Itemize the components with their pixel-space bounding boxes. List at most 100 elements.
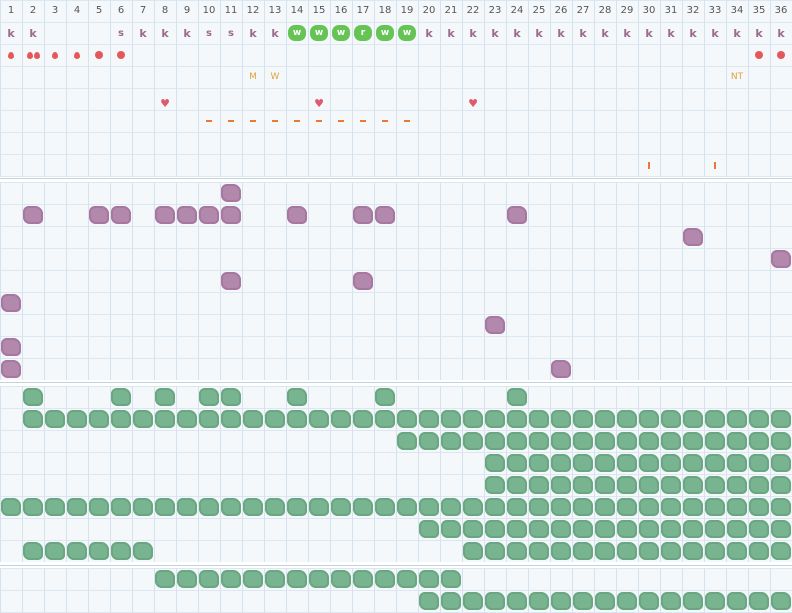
drop-mark[interactable] (44, 44, 66, 66)
mark-k[interactable]: k (139, 26, 147, 40)
badge-w[interactable]: w (330, 22, 352, 44)
green-blob[interactable] (726, 590, 748, 612)
green-blob[interactable] (638, 590, 660, 612)
mark-k[interactable]: k (777, 26, 785, 40)
mark-k[interactable]: k (645, 26, 653, 40)
dash-mark[interactable] (352, 110, 374, 132)
green-blob[interactable] (418, 518, 440, 540)
dot-mark[interactable] (88, 44, 110, 66)
green-blob[interactable] (330, 496, 352, 518)
green-blob[interactable] (264, 408, 286, 430)
green-blob[interactable] (418, 496, 440, 518)
green-blob[interactable] (638, 408, 660, 430)
mark-k[interactable]: k (689, 26, 697, 40)
green-blob[interactable] (418, 408, 440, 430)
green-blob[interactable] (528, 590, 550, 612)
green-blob[interactable] (506, 474, 528, 496)
green-blob[interactable] (770, 518, 792, 540)
green-blob[interactable] (726, 430, 748, 452)
purple-blob[interactable] (286, 204, 308, 226)
green-blob[interactable] (220, 496, 242, 518)
green-blob[interactable] (220, 408, 242, 430)
green-blob[interactable] (484, 408, 506, 430)
green-blob[interactable] (132, 496, 154, 518)
purple-blob[interactable] (22, 204, 44, 226)
purple-blob[interactable] (352, 270, 374, 292)
green-blob[interactable] (550, 408, 572, 430)
green-blob[interactable] (572, 540, 594, 562)
green-blob[interactable] (726, 540, 748, 562)
green-blob[interactable] (616, 590, 638, 612)
purple-blob[interactable] (88, 204, 110, 226)
green-blob[interactable] (44, 540, 66, 562)
green-blob[interactable] (550, 496, 572, 518)
green-blob[interactable] (704, 496, 726, 518)
green-blob[interactable] (484, 540, 506, 562)
tick-mark[interactable] (638, 154, 660, 176)
purple-blob[interactable] (154, 204, 176, 226)
green-blob[interactable] (638, 452, 660, 474)
mark-k[interactable]: k (183, 26, 191, 40)
green-blob[interactable] (528, 452, 550, 474)
green-blob[interactable] (462, 496, 484, 518)
green-blob[interactable] (22, 386, 44, 408)
green-blob[interactable] (176, 496, 198, 518)
green-blob[interactable] (770, 496, 792, 518)
green-blob[interactable] (726, 408, 748, 430)
dot-mark[interactable] (748, 44, 770, 66)
green-blob[interactable] (682, 452, 704, 474)
green-blob[interactable] (396, 496, 418, 518)
green-blob[interactable] (704, 474, 726, 496)
mark-s[interactable]: s (118, 27, 124, 39)
mark-k[interactable]: k (425, 26, 433, 40)
green-blob[interactable] (110, 540, 132, 562)
mark-s[interactable]: s (228, 27, 234, 39)
green-blob[interactable] (704, 518, 726, 540)
mark-k[interactable]: k (755, 26, 763, 40)
mark-k[interactable]: k (249, 26, 257, 40)
green-blob[interactable] (550, 590, 572, 612)
green-blob[interactable] (616, 540, 638, 562)
green-blob[interactable] (726, 518, 748, 540)
green-blob[interactable] (638, 496, 660, 518)
dash-mark[interactable] (198, 110, 220, 132)
green-blob[interactable] (374, 568, 396, 590)
mark-k[interactable]: k (271, 26, 279, 40)
green-blob[interactable] (462, 518, 484, 540)
green-blob[interactable] (440, 518, 462, 540)
green-blob[interactable] (594, 408, 616, 430)
green-blob[interactable] (704, 540, 726, 562)
green-blob[interactable] (352, 568, 374, 590)
dot-mark[interactable] (110, 44, 132, 66)
green-blob[interactable] (528, 518, 550, 540)
green-blob[interactable] (44, 496, 66, 518)
dash-mark[interactable] (220, 110, 242, 132)
green-blob[interactable] (660, 430, 682, 452)
purple-blob[interactable] (110, 204, 132, 226)
green-blob[interactable] (484, 474, 506, 496)
green-blob[interactable] (220, 568, 242, 590)
badge-r[interactable]: r (352, 22, 374, 44)
green-blob[interactable] (748, 474, 770, 496)
green-blob[interactable] (374, 408, 396, 430)
green-blob[interactable] (528, 496, 550, 518)
green-blob[interactable] (22, 540, 44, 562)
green-blob[interactable] (748, 408, 770, 430)
green-blob[interactable] (682, 590, 704, 612)
green-blob[interactable] (462, 540, 484, 562)
green-blob[interactable] (506, 590, 528, 612)
green-blob[interactable] (528, 540, 550, 562)
mark-k[interactable]: k (491, 26, 499, 40)
mark-k[interactable]: k (513, 26, 521, 40)
purple-blob[interactable] (374, 204, 396, 226)
green-blob[interactable] (704, 430, 726, 452)
green-blob[interactable] (440, 430, 462, 452)
green-blob[interactable] (638, 540, 660, 562)
purple-blob[interactable] (0, 292, 22, 314)
green-blob[interactable] (528, 408, 550, 430)
mark-k[interactable]: k (733, 26, 741, 40)
green-blob[interactable] (396, 408, 418, 430)
green-blob[interactable] (242, 496, 264, 518)
green-blob[interactable] (66, 540, 88, 562)
badge-w[interactable]: w (374, 22, 396, 44)
